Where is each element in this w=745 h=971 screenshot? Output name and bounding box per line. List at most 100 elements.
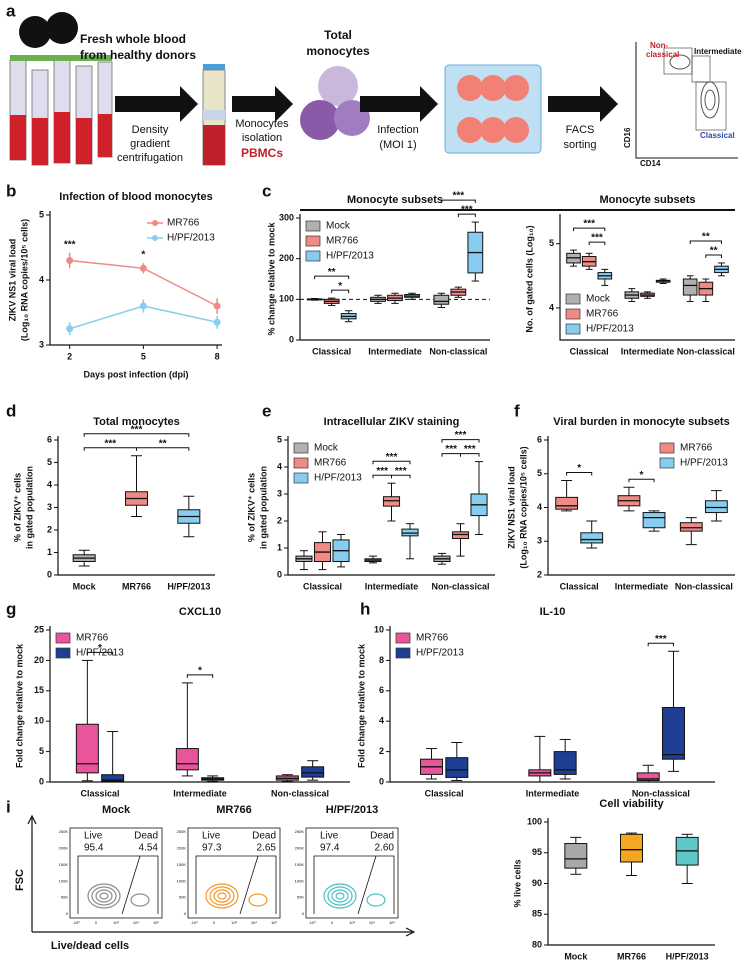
significance-label: *** xyxy=(386,452,398,463)
y-tick-label: 2 xyxy=(379,746,384,756)
label: FACS xyxy=(566,124,595,136)
data-point xyxy=(213,302,221,310)
x-tick-label: Mock xyxy=(564,951,588,961)
legend-label: MR766 xyxy=(326,236,359,247)
axis xyxy=(49,211,222,346)
panel-letter: h xyxy=(360,599,370,618)
y-axis-label: % of ZIKV⁺ cells xyxy=(246,473,256,542)
chart-title: Monocyte subsets xyxy=(347,194,443,206)
y-axis-label: % of ZIKV⁺ cells xyxy=(12,473,22,542)
legend-label: H/PF/2013 xyxy=(167,233,215,244)
gate-value: 95.4 xyxy=(84,843,104,854)
legend-label: H/PF/2013 xyxy=(76,648,124,659)
x-tick-label: Intermediate xyxy=(526,788,580,798)
y-tick-label: 6 xyxy=(47,434,52,444)
y-tick-label: 300 xyxy=(279,212,294,222)
arrow xyxy=(232,86,293,122)
y-tick-label: 1 xyxy=(47,547,52,557)
box xyxy=(101,774,125,782)
y-tick-label: 2 xyxy=(537,569,542,579)
y-tick-label: 250K xyxy=(177,829,187,834)
plot-title: H/PF/2013 xyxy=(326,804,379,816)
y-tick-label: 100K xyxy=(59,878,69,883)
gate-value: 2.65 xyxy=(257,843,277,854)
box xyxy=(555,496,579,510)
significance-bracket xyxy=(460,453,480,457)
significance-label: * xyxy=(577,463,581,474)
chart-title: CXCL10 xyxy=(179,606,221,618)
legend-swatch xyxy=(305,235,321,247)
significance-bracket xyxy=(83,433,190,437)
contour xyxy=(205,883,239,909)
significance-bracket xyxy=(573,227,606,232)
x-tick-label: Classical xyxy=(570,346,609,356)
y-tick-label: 0 xyxy=(289,334,294,344)
box xyxy=(75,723,99,774)
significance-label: ** xyxy=(710,246,718,257)
y-tick-label: 5 xyxy=(39,209,44,219)
x-tick-label: Intermediate xyxy=(368,346,422,356)
y-axis-label: (Log₁₀ RNA copies/10⁵ cells) xyxy=(518,446,528,568)
data-point xyxy=(66,257,74,264)
box xyxy=(661,707,685,760)
arrow xyxy=(115,86,198,122)
data-point xyxy=(139,302,147,310)
y-tick-label: 4 xyxy=(277,461,282,471)
box xyxy=(401,528,419,537)
significance-label: * xyxy=(198,666,202,677)
y-tick-label: 5 xyxy=(537,468,542,478)
x-tick-label: Non-classical xyxy=(675,581,733,591)
chart-title: Monocyte subsets xyxy=(600,194,696,206)
significance-label: *** xyxy=(395,466,407,477)
x-tick-label: 10³ xyxy=(231,920,237,925)
x-tick-label: 10⁴ xyxy=(133,920,139,925)
legend-swatch xyxy=(152,220,158,226)
significance-bracket xyxy=(647,642,674,647)
label: centrifugation xyxy=(117,152,183,164)
chart-title: Infection of blood monocytes xyxy=(59,191,212,203)
y-tick-label: 0 xyxy=(66,911,69,916)
pbmc-tube xyxy=(202,64,226,166)
x-tick-label: Classical xyxy=(312,346,351,356)
box xyxy=(382,496,401,507)
legend-swatch xyxy=(565,308,581,320)
gate-label: Live xyxy=(84,831,103,842)
legend-label: Mock xyxy=(314,443,339,454)
significance-bracket xyxy=(331,289,350,294)
y-axis-label: in gated population xyxy=(24,466,34,549)
x-tick-label: Classical xyxy=(80,788,119,798)
gate-label: Dead xyxy=(134,831,158,842)
y-tick-label: 200K xyxy=(59,845,69,850)
label: PBMCs xyxy=(241,146,283,160)
gate xyxy=(195,855,277,915)
x-tick-label: 10⁵ xyxy=(153,920,159,925)
legend-label: MR766 xyxy=(314,458,347,469)
significance-label: ** xyxy=(328,267,336,278)
y-axis-label: in gated population xyxy=(258,466,268,549)
chart-title: Cell viability xyxy=(599,798,664,810)
plot-frame xyxy=(305,827,399,919)
panel-letter: c xyxy=(262,181,271,200)
significance-bracket xyxy=(628,478,655,483)
legend-label: Mock xyxy=(586,294,611,305)
cell-icon xyxy=(318,66,358,106)
gate xyxy=(77,855,159,915)
contour xyxy=(213,889,231,903)
legend-label: H/PF/2013 xyxy=(586,324,634,335)
box xyxy=(553,751,577,775)
y-tick-label: 5 xyxy=(47,457,52,467)
x-tick-label: 0 xyxy=(95,920,98,925)
axis-label: CD14 xyxy=(640,159,661,168)
x-tick-label: Intermediate xyxy=(615,581,669,591)
y-tick-label: 0 xyxy=(277,569,282,579)
significance-bracket xyxy=(457,213,476,218)
legend-swatch xyxy=(152,235,158,241)
significance-label: *** xyxy=(376,466,388,477)
legend-swatch xyxy=(305,220,321,232)
x-tick-label: 0 xyxy=(331,920,334,925)
x-tick-label: Non-classical xyxy=(429,346,487,356)
y-tick-label: 0 xyxy=(379,776,384,786)
legend-swatch xyxy=(565,323,581,335)
significance-label: * xyxy=(338,281,342,292)
